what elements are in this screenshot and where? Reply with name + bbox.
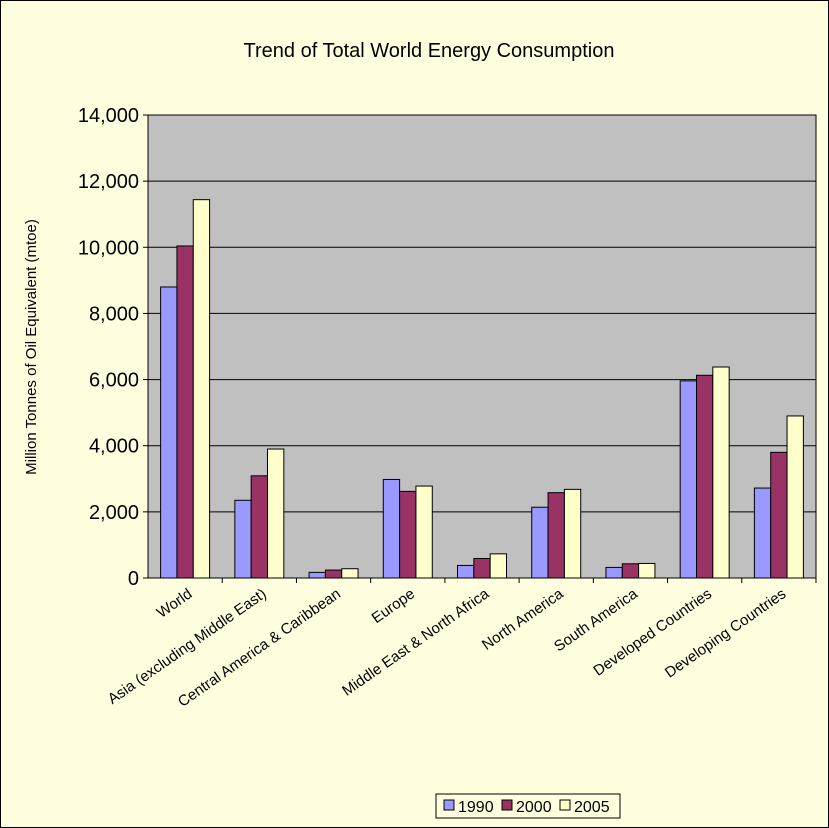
bar-1990 xyxy=(382,478,401,579)
x-category-label: Europe xyxy=(369,585,418,627)
y-tick-label: 14,000 xyxy=(78,105,139,127)
bar-1990 xyxy=(308,571,326,579)
y-tick-label: 4,000 xyxy=(89,436,139,458)
bar-2000 xyxy=(176,245,194,579)
y-tick-label: 10,000 xyxy=(78,237,139,259)
bar-2005 xyxy=(489,553,507,579)
bar-1990 xyxy=(531,506,549,579)
bar-2000 xyxy=(696,374,714,579)
x-category-label: Middle East & North Africa xyxy=(339,585,493,700)
y-tick-labels: 0 2,000 4,000 6,000 8,000 10,000 12,000 14,000 xyxy=(78,105,139,590)
legend-swatch-1990 xyxy=(443,799,455,811)
bar-2005 xyxy=(341,568,359,579)
bar-1990 xyxy=(753,487,772,579)
bar-1990 xyxy=(234,499,252,579)
y-axis-label: Million Tonnes of Oil Equivalent (mtoe) xyxy=(23,219,40,475)
bar-2000 xyxy=(621,563,640,579)
y-tick-label: 0 xyxy=(128,568,139,590)
bar-2005 xyxy=(786,415,804,579)
legend: 1990 2000 2005 xyxy=(435,793,621,819)
bar-2005 xyxy=(192,199,211,579)
y-tick-label: 6,000 xyxy=(89,370,139,392)
bar-2000 xyxy=(324,569,343,579)
legend-swatch-2005 xyxy=(559,799,571,811)
bar-2000 xyxy=(473,557,491,579)
bar-1990 xyxy=(679,380,698,579)
x-category-label: Developing Countries xyxy=(662,585,789,681)
bar-2000 xyxy=(399,490,417,579)
bar-1990 xyxy=(457,564,475,579)
y-tick-label: 8,000 xyxy=(89,303,139,325)
bar-2005 xyxy=(415,485,433,579)
bar-2000 xyxy=(547,492,565,579)
y-tick-label: 2,000 xyxy=(89,502,139,524)
bar-2005 xyxy=(638,562,656,579)
legend-label-2005: 2005 xyxy=(574,799,610,816)
bar-2005 xyxy=(712,366,730,579)
bar-1990 xyxy=(605,566,623,579)
y-tick-label: 12,000 xyxy=(78,171,139,193)
legend-swatch-2000 xyxy=(501,799,513,811)
bar-2000 xyxy=(770,451,788,579)
bar-2005 xyxy=(266,448,285,579)
legend-label-2000: 2000 xyxy=(516,799,552,816)
legend-label-1990: 1990 xyxy=(458,799,494,816)
bars xyxy=(160,199,817,583)
x-category-label: World xyxy=(154,585,196,621)
bar-2000 xyxy=(250,475,268,579)
chart-title: Trend of Total World Energy Consumption xyxy=(244,40,615,62)
bar-1990 xyxy=(160,286,178,579)
legend-box xyxy=(435,793,621,819)
bar-2005 xyxy=(563,488,582,579)
